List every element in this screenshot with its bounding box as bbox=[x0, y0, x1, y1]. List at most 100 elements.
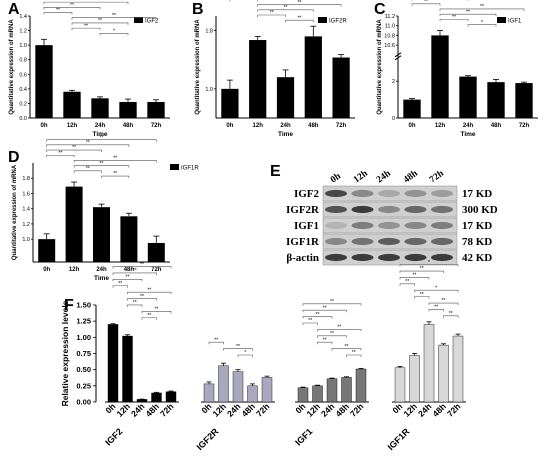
y-tick-label: 1.4 bbox=[19, 14, 27, 20]
bar-igf1r-12h bbox=[409, 355, 420, 403]
y-tick-label: 0.25 bbox=[76, 381, 91, 390]
band-size-label: 300 KD bbox=[462, 204, 498, 216]
x-tick-label: 24h bbox=[95, 123, 106, 129]
blot-band bbox=[404, 205, 427, 214]
bar-igf1-72h bbox=[355, 368, 367, 403]
blot-band bbox=[325, 221, 347, 230]
legend-label: IGF2 bbox=[145, 19, 159, 25]
panel-c-sig-bracket bbox=[411, 0, 469, 1]
group-igf1r-sig-bracket bbox=[428, 309, 444, 312]
group-igf1r-sig-bracket bbox=[399, 277, 430, 280]
group-igf1-sig-label: ** bbox=[330, 331, 334, 337]
y-tick-label: 11.0 bbox=[385, 24, 395, 30]
panel-d-sig-bracket bbox=[73, 160, 157, 163]
panel-c-sig-label: ** bbox=[480, 4, 484, 10]
legend-swatch bbox=[170, 164, 179, 170]
x-tick-label: 0h bbox=[226, 123, 233, 129]
group-label: IGF1R bbox=[386, 426, 412, 452]
blot-band bbox=[404, 221, 427, 230]
x-tick-label: 72h bbox=[151, 123, 162, 129]
bar-48h bbox=[487, 82, 505, 118]
protein-label: IGF2R bbox=[286, 204, 320, 216]
bar-igf2-0h bbox=[107, 324, 119, 403]
lane-label: 24h bbox=[375, 168, 393, 185]
group-igf1-sig-bracket bbox=[331, 348, 362, 351]
panel-a-sig-label: ** bbox=[98, 18, 102, 24]
bar-0h bbox=[403, 99, 421, 118]
blot-band bbox=[378, 189, 400, 198]
bar-48h bbox=[119, 101, 137, 118]
group-igf1-sig-label: ** bbox=[337, 325, 341, 331]
x-axis-title: Time bbox=[278, 131, 293, 138]
group-igf1r-sig-bracket bbox=[414, 289, 459, 293]
group-igf2r-sig-label: ** bbox=[214, 337, 218, 343]
protein-label: IGF2 bbox=[294, 188, 320, 200]
band-size-label: 42 KD bbox=[462, 252, 492, 264]
legend-label: IGF2R bbox=[329, 19, 347, 25]
panel-label: A bbox=[8, 1, 20, 18]
bar-igf1r-0h bbox=[394, 367, 406, 403]
blot-band bbox=[378, 237, 400, 246]
panel-a-sig-label: ** bbox=[84, 0, 88, 3]
group-igf1r-sig-bracket bbox=[399, 283, 415, 286]
panel-b-sig-label: ** bbox=[242, 0, 246, 1]
panel-label: C bbox=[374, 1, 386, 18]
y-axis-title: Relative expression levels bbox=[60, 300, 70, 406]
x-axis-title: Time bbox=[460, 131, 475, 138]
blot-band bbox=[431, 237, 453, 246]
x-tick-label: 72h bbox=[151, 267, 162, 273]
group-label: IGF2 bbox=[103, 426, 124, 447]
lane-label: 48h bbox=[402, 168, 420, 185]
group-igf1-sig-bracket bbox=[346, 354, 362, 357]
panel-d-sig-label: ** bbox=[100, 135, 104, 141]
panel-c-sig-bracket bbox=[439, 19, 469, 22]
group-igf1-sig-bracket bbox=[317, 341, 333, 345]
panel-b-sig-label: ** bbox=[284, 5, 288, 11]
x-axis-title: Time bbox=[92, 131, 107, 138]
y-axis-title: Quantitative expression of mRNA bbox=[9, 19, 15, 115]
panel-b-sig-bracket bbox=[257, 14, 286, 17]
protein-label: β-actin bbox=[286, 252, 319, 264]
x-tick-label: 12h bbox=[253, 123, 264, 129]
group-igf2-sig-label: ** bbox=[133, 300, 137, 306]
bar-igf1r-48h bbox=[438, 344, 449, 403]
bar-igf1-24h bbox=[326, 378, 338, 403]
group-igf2-sig-bracket bbox=[141, 317, 157, 320]
bar-24h bbox=[459, 76, 477, 118]
group-igf1-sig-label: ** bbox=[352, 350, 356, 356]
group-igf1r-sig-label: ** bbox=[449, 311, 453, 317]
x-tick-label: 0h bbox=[43, 267, 50, 273]
y-tick-label: 1.00 bbox=[76, 333, 91, 342]
x-tick-label: 72h bbox=[336, 123, 347, 129]
blot-band bbox=[431, 205, 453, 214]
bar-12h bbox=[431, 35, 449, 118]
group-igf1r-sig-label: ** bbox=[434, 305, 438, 311]
panel-c-sig-label: ** bbox=[452, 15, 456, 21]
lane-label: 12h bbox=[352, 168, 370, 185]
panel-d-sig-bracket bbox=[101, 175, 130, 179]
panel-a-sig-bracket bbox=[43, 1, 129, 5]
bar-igf2r-12h bbox=[218, 365, 229, 403]
group-igf1-sig-bracket bbox=[302, 303, 362, 306]
group-igf1-sig-bracket bbox=[302, 316, 333, 319]
panel-a-sig-label: * bbox=[113, 29, 115, 35]
band-size-label: 78 KD bbox=[462, 236, 492, 248]
panel-b-sig-label: ** bbox=[270, 10, 274, 16]
y-tick-label: 0.75 bbox=[76, 349, 91, 358]
panel-b-sig-bracket bbox=[257, 9, 314, 12]
panel-a-sig-label: ** bbox=[56, 8, 60, 14]
panel-c-sig-bracket bbox=[411, 3, 441, 6]
bar-72h bbox=[147, 101, 165, 118]
group-igf2-sig-bracket bbox=[112, 279, 143, 282]
group-igf2r-sig-bracket bbox=[237, 354, 253, 357]
group-igf2-sig-label: ** bbox=[147, 287, 151, 293]
group-igf2-sig-bracket bbox=[112, 285, 128, 288]
group-igf2r-sig-label: * bbox=[244, 350, 246, 356]
group-igf1-sig-label: ** bbox=[323, 337, 327, 343]
panel-b-sig-bracket bbox=[285, 19, 314, 23]
x-tick-label: 72h bbox=[519, 123, 530, 129]
